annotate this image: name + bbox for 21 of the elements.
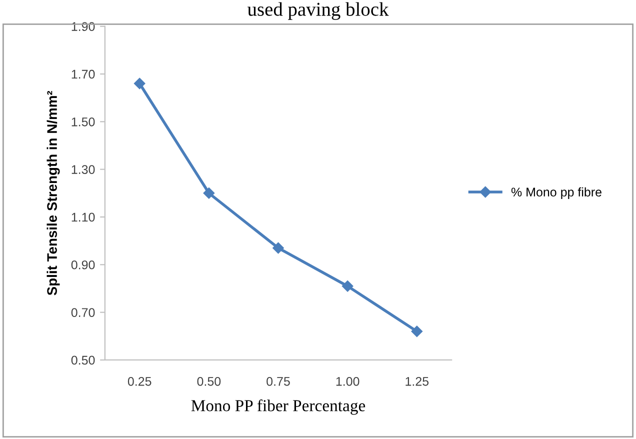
point	[272, 242, 284, 254]
x-tick-label: 1.25	[406, 376, 429, 386]
x-axis-title: Mono PP fiber Percentage	[191, 399, 366, 415]
point	[203, 188, 215, 199]
point	[342, 280, 354, 292]
x-tick-label: 0.50	[197, 376, 221, 386]
y-axis-title: Split Tensile Strength in N/mm²	[46, 90, 60, 296]
x-tick-label: 0.25	[128, 376, 152, 386]
y-tick-label: 0.90	[71, 260, 95, 270]
y-tick-label: 1.10	[72, 212, 95, 222]
y-tick-label: 1.70	[72, 70, 95, 79]
point	[411, 326, 423, 337]
legend-label: % Mono pp fibre	[511, 187, 602, 199]
y-tick-label: 1.30	[72, 165, 95, 174]
y-tick-label: 0.70	[71, 308, 95, 317]
chart-title: used paving block	[248, 2, 389, 20]
y-tick-label: 1.50	[72, 117, 95, 126]
x-tick-label: 0.75	[266, 376, 290, 386]
y-tick-label: 0.50	[71, 356, 95, 365]
x-tick-label: 1.00	[336, 376, 360, 386]
point	[134, 78, 146, 90]
